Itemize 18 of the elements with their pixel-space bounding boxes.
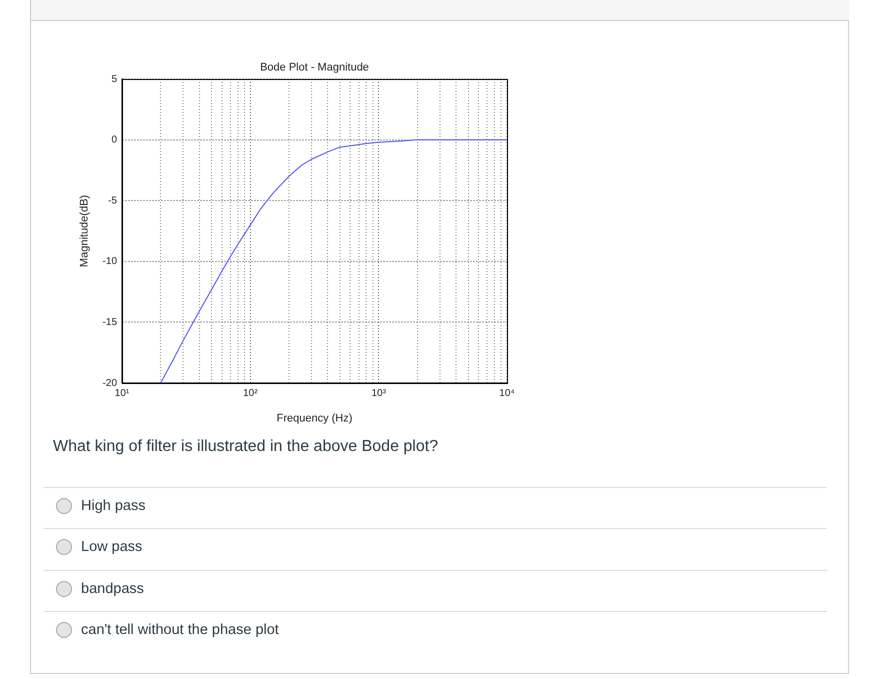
- y-axis-title: Magnitude(dB): [78, 194, 91, 268]
- text: High pass: [81, 497, 146, 515]
- text: Low pass: [81, 538, 142, 556]
- chart-title: Bode Plot - Magnitude: [260, 62, 369, 74]
- text: can't tell without the phase plot: [81, 620, 279, 639]
- y-tick-label: -10: [102, 256, 118, 268]
- x-tick-label: 10²: [243, 388, 258, 399]
- text: What king of filter is illustrated in the above Bode plot?: [53, 438, 438, 456]
- x-axis-title: Frequency (Hz): [276, 412, 352, 424]
- y-tick-label: -5: [108, 195, 118, 206]
- x-tick-label: 10¹: [114, 388, 130, 399]
- y-tick-label: -15: [102, 316, 118, 328]
- y-tick-label: 5: [111, 74, 118, 85]
- x-tick-label: 10³: [371, 388, 387, 399]
- y-tick-label: 0: [111, 134, 118, 146]
- x-tick-label: 10⁴: [499, 388, 515, 399]
- y-tick-label: -20: [102, 378, 118, 389]
- text: bandpass: [81, 580, 144, 598]
